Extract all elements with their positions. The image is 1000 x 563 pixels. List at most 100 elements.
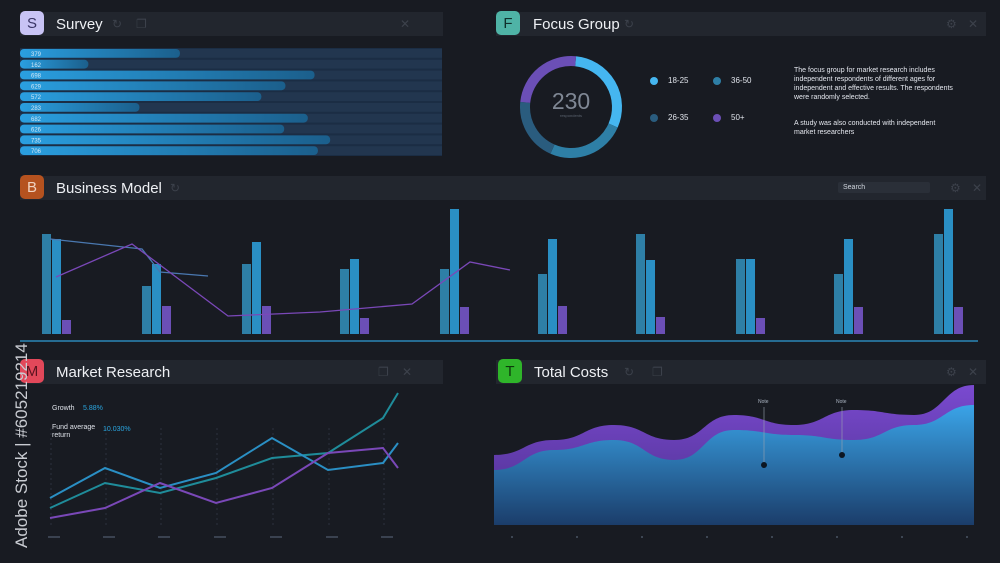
survey-bar	[20, 146, 318, 155]
business-model-bar	[636, 234, 645, 334]
axis-tick	[836, 536, 838, 538]
survey-chart: 379 162 698 629 572 283 682 626 735 706	[20, 48, 442, 156]
donut-slice	[520, 56, 577, 104]
market-research-line	[49, 446, 399, 519]
business-model-badge[interactable]: B	[20, 175, 44, 199]
survey-bar-label: 629	[31, 84, 42, 90]
close-icon[interactable]: ✕	[968, 365, 979, 379]
legend-dot	[650, 76, 658, 85]
axis-tick	[706, 536, 708, 538]
survey-bar-label: 682	[31, 117, 42, 123]
business-model-line	[55, 243, 511, 317]
growth-value: 5.88%	[83, 405, 103, 412]
focus-group-badge[interactable]: F	[496, 11, 520, 35]
survey-bar-label: 706	[31, 149, 42, 155]
focus-group-note-1: The focus group for market research incl…	[794, 67, 953, 101]
business-model-bar	[350, 259, 359, 334]
search-input[interactable]: Search	[838, 182, 930, 193]
market-research-badge[interactable]: M	[20, 359, 44, 383]
survey-bar	[20, 49, 180, 58]
business-model-bar	[934, 234, 943, 334]
market-research-line	[49, 392, 399, 509]
business-model-bar	[944, 209, 953, 334]
business-model-bar	[440, 269, 449, 334]
survey-bar-track	[20, 59, 442, 69]
focus-group-note-2: A study was also conducted with independ…	[794, 120, 936, 136]
axis-tick	[158, 536, 170, 538]
survey-bar	[20, 113, 308, 123]
refresh-icon[interactable]: ↻	[624, 365, 635, 379]
copy-icon[interactable]: ❐	[378, 365, 389, 379]
survey-bar	[20, 103, 140, 112]
donut-center-value: 230	[551, 88, 591, 114]
axis-tick	[901, 536, 903, 538]
survey-bar	[20, 92, 262, 101]
survey-bar-label: 283	[31, 106, 42, 112]
axis-tick	[326, 536, 338, 538]
settings-icon[interactable]: ⚙	[946, 365, 957, 379]
donut-slice	[574, 56, 622, 128]
survey-bar-track	[20, 49, 442, 58]
survey-badge[interactable]: S	[20, 11, 44, 35]
axis-tick	[48, 536, 60, 538]
total-costs-title: Total Costs	[534, 364, 609, 381]
close-icon[interactable]: ✕	[972, 181, 983, 195]
axis-tick	[103, 536, 115, 538]
axis-tick	[966, 536, 968, 538]
market-research-chart	[48, 392, 399, 538]
business-model-bar	[152, 264, 161, 334]
settings-icon[interactable]: ⚙	[950, 181, 961, 195]
survey-bar	[20, 124, 285, 134]
survey-header: S Survey ↻ ❐ ✕	[20, 11, 443, 36]
survey-bar-label: 626	[31, 128, 42, 134]
business-model-bar	[142, 286, 151, 334]
business-model-bar	[548, 239, 557, 334]
donut-center-caption: respondents	[559, 113, 582, 118]
legend-item-36-50: 36-50	[713, 76, 751, 85]
close-icon[interactable]: ✕	[402, 365, 413, 379]
survey-bar-label: 572	[31, 95, 42, 101]
business-model-bar	[62, 320, 71, 334]
business-model-bar	[162, 306, 171, 334]
legend-label: 36-50	[731, 76, 752, 85]
business-model-bar	[460, 307, 469, 334]
business-model-bar	[656, 317, 665, 334]
copy-icon[interactable]: ❐	[652, 365, 663, 379]
survey-bar	[20, 81, 286, 91]
business-model-bar	[854, 307, 863, 334]
focus-group-title: Focus Group	[533, 16, 620, 33]
refresh-icon[interactable]: ↻	[112, 17, 123, 31]
refresh-icon[interactable]: ↻	[170, 181, 181, 195]
business-model-line	[49, 238, 209, 277]
close-icon[interactable]: ✕	[968, 17, 979, 31]
donut-slice	[520, 101, 555, 154]
axis-tick	[381, 536, 393, 538]
axis-tick	[641, 536, 643, 538]
business-model-bar	[558, 306, 567, 334]
legend-dot	[650, 113, 658, 122]
legend-dot	[713, 113, 721, 122]
survey-bar-label: 698	[31, 74, 42, 80]
survey-bar-label: 162	[31, 63, 42, 69]
legend-item-26-35: 26-35	[650, 113, 688, 122]
total-costs-header: T Total Costs ↻ ❐ ⚙ ✕	[496, 359, 986, 384]
business-model-header: B Business Model ↻ ⚙ ✕	[20, 175, 986, 200]
fund-label: Fund average return	[52, 424, 96, 439]
settings-icon[interactable]: ⚙	[946, 17, 957, 31]
business-model-bar	[844, 239, 853, 334]
total-costs-badge[interactable]: T	[498, 359, 522, 383]
legend-dot	[713, 76, 721, 85]
business-model-bar	[736, 259, 745, 334]
annotation-dot	[839, 452, 845, 458]
legend-item-18-25: 18-25	[650, 76, 688, 85]
copy-icon[interactable]: ❐	[136, 17, 147, 31]
business-model-bar	[954, 307, 963, 334]
close-icon[interactable]: ✕	[400, 17, 411, 31]
total-costs-chart: Note Note	[494, 385, 974, 538]
business-model-bar	[756, 318, 765, 334]
legend-item-50plus: 50+	[713, 113, 745, 122]
refresh-icon[interactable]: ↻	[624, 17, 635, 31]
survey-title: Survey	[56, 16, 103, 33]
business-model-chart	[20, 209, 978, 342]
watermark-text: Adobe Stock | #605219214	[12, 343, 31, 548]
